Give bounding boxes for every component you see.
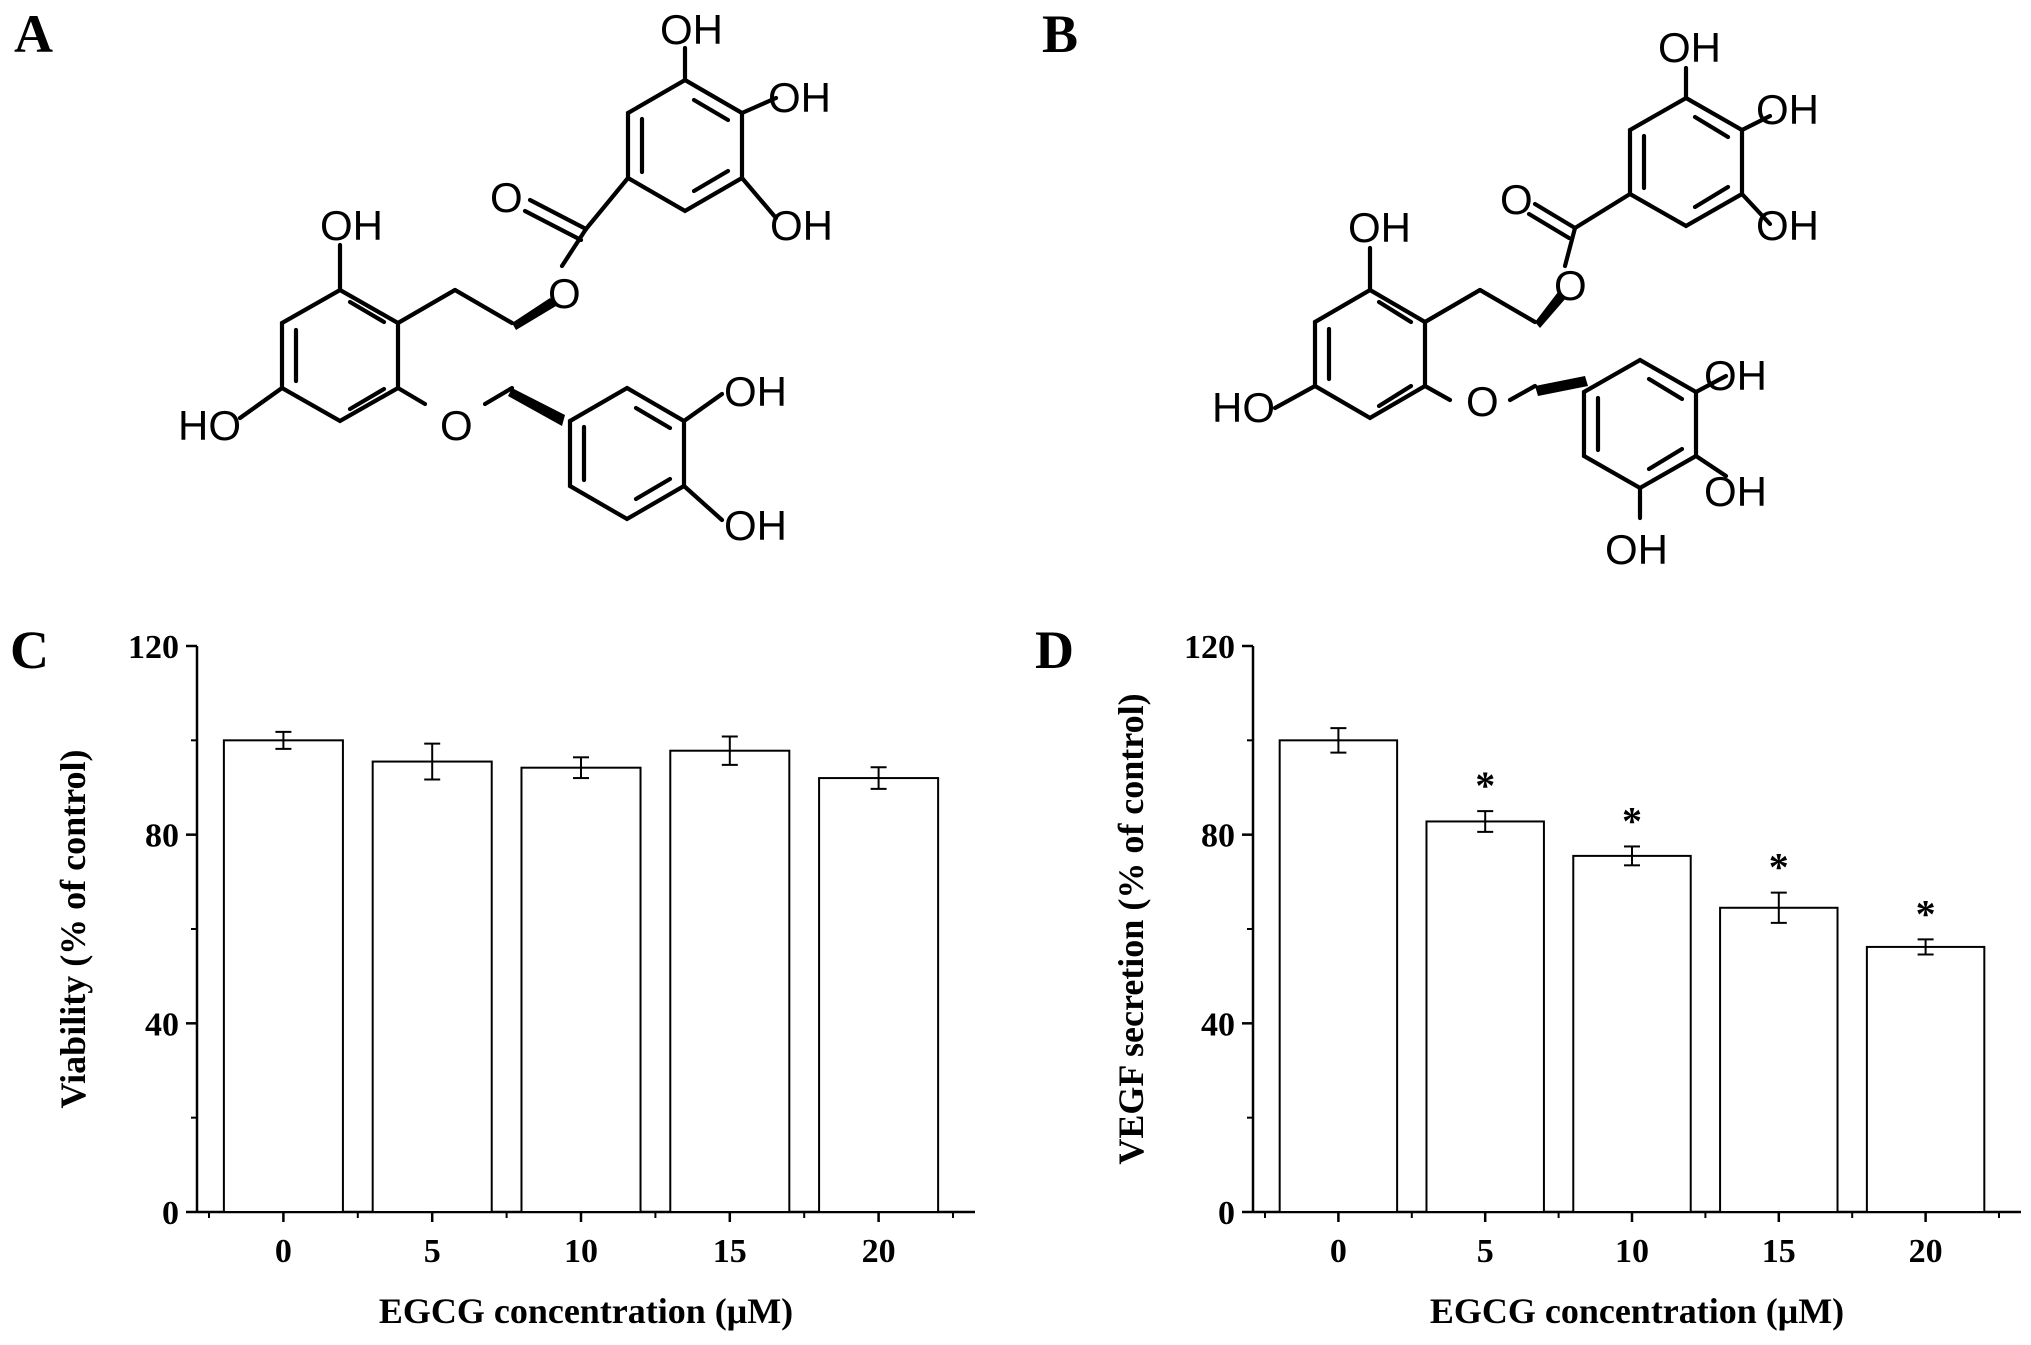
structure-a-oh-b-ring-upper: OH (724, 368, 787, 415)
structure-a-oh-galloyl-low: OH (770, 202, 833, 249)
y-tick-label: 120 (128, 629, 179, 666)
y-tick-label: 80 (1201, 818, 1235, 855)
structure-b-o-carbonyl: O (1500, 176, 1533, 223)
bar (669, 749, 791, 1214)
structure-b: OH OH O OH OH O HO O OH OH OH (1212, 24, 1819, 573)
y-tick-label: 120 (1184, 629, 1235, 666)
panel-label-a: A (14, 4, 53, 64)
structure-b-o-ester: O (1554, 262, 1587, 309)
bar (1425, 820, 1545, 1214)
x-tick-label: 20 (862, 1233, 896, 1270)
structure-b-a-ring (1312, 287, 1428, 421)
chart-viability: 0 40 80 120 0 5 10 15 20 EGCG concentration (μM) V… (53, 629, 975, 1331)
y-axis-title: Viability (% of control) (53, 750, 93, 1109)
bar (222, 739, 344, 1213)
y-tick-label: 40 (145, 1006, 179, 1043)
bar (1572, 854, 1692, 1213)
structure-a-oh-top: OH (660, 6, 723, 53)
y-axis-title: VEGF secretion (% of control) (1111, 693, 1151, 1164)
structure-b-oh-b-ring-lower: OH (1704, 468, 1767, 515)
structure-b-oh-a-ring-top: OH (1348, 204, 1411, 251)
structure-b-oh-b-ring-bottom: OH (1605, 526, 1668, 573)
structure-a: OH OH O OH OH O HO O OH OH (178, 6, 833, 549)
structure-b-galloyl-ring (1627, 95, 1745, 229)
bar (371, 760, 493, 1214)
structure-a-o-carbonyl: O (490, 174, 523, 221)
structure-a-a-ring (279, 287, 401, 424)
x-tick-label: 0 (1330, 1233, 1347, 1270)
y-tick-label: 0 (1218, 1195, 1235, 1232)
structure-b-o-ring: O (1466, 378, 1499, 425)
y-tick-label: 40 (1201, 1006, 1235, 1043)
bar (1865, 945, 1986, 1213)
structure-a-galloyl-ring (625, 77, 745, 214)
structure-b-oh-galloyl-low: OH (1756, 202, 1819, 249)
significance-marker: * (1475, 763, 1495, 808)
x-tick-label: 10 (564, 1233, 598, 1270)
structure-a-oh-galloyl-mid: OH (768, 74, 831, 121)
significance-marker: * (1916, 891, 1936, 936)
chart-vegf-secretion: 0 40 80 120 0 * 5 * 10 * 15 * 20 EGCG concentration (… (1111, 629, 2021, 1331)
x-tick-label: 20 (1909, 1233, 1943, 1270)
structure-a-oh-a-ring-top: OH (320, 202, 383, 249)
x-tick-label: 5 (424, 1233, 441, 1270)
structure-b-oh-b-ring-upper: OH (1704, 352, 1767, 399)
structure-b-ho-a-ring: HO (1212, 384, 1275, 431)
panel-label-c: C (10, 620, 49, 680)
structure-b-oh-galloyl-mid: OH (1756, 86, 1819, 133)
panel-label-b: B (1042, 4, 1078, 64)
structure-b-oh-top: OH (1658, 24, 1721, 71)
structure-a-o-ring: O (440, 402, 473, 449)
bar (520, 766, 642, 1213)
significance-marker: * (1769, 845, 1789, 890)
x-tick-label: 5 (1477, 1233, 1494, 1270)
significance-marker: * (1622, 798, 1642, 843)
structure-a-oh-b-ring-lower: OH (724, 502, 787, 549)
x-tick-label: 15 (713, 1233, 747, 1270)
bar (1278, 739, 1399, 1213)
bar (818, 777, 940, 1213)
x-tick-label: 10 (1615, 1233, 1649, 1270)
structure-b-b-ring (1581, 357, 1699, 491)
panel-label-d: D (1035, 620, 1074, 680)
structure-a-b-ring (567, 385, 687, 522)
structure-a-ho-a-ring: HO (178, 402, 241, 449)
structure-a-o-ester: O (548, 270, 581, 317)
x-axis-title: EGCG concentration (μM) (1430, 1291, 1844, 1331)
y-tick-label: 80 (145, 818, 179, 855)
bar (1719, 906, 1839, 1214)
x-tick-label: 0 (275, 1233, 292, 1270)
y-tick-label: 0 (162, 1195, 179, 1232)
x-tick-label: 15 (1762, 1233, 1796, 1270)
x-axis-title: EGCG concentration (μM) (379, 1291, 793, 1331)
